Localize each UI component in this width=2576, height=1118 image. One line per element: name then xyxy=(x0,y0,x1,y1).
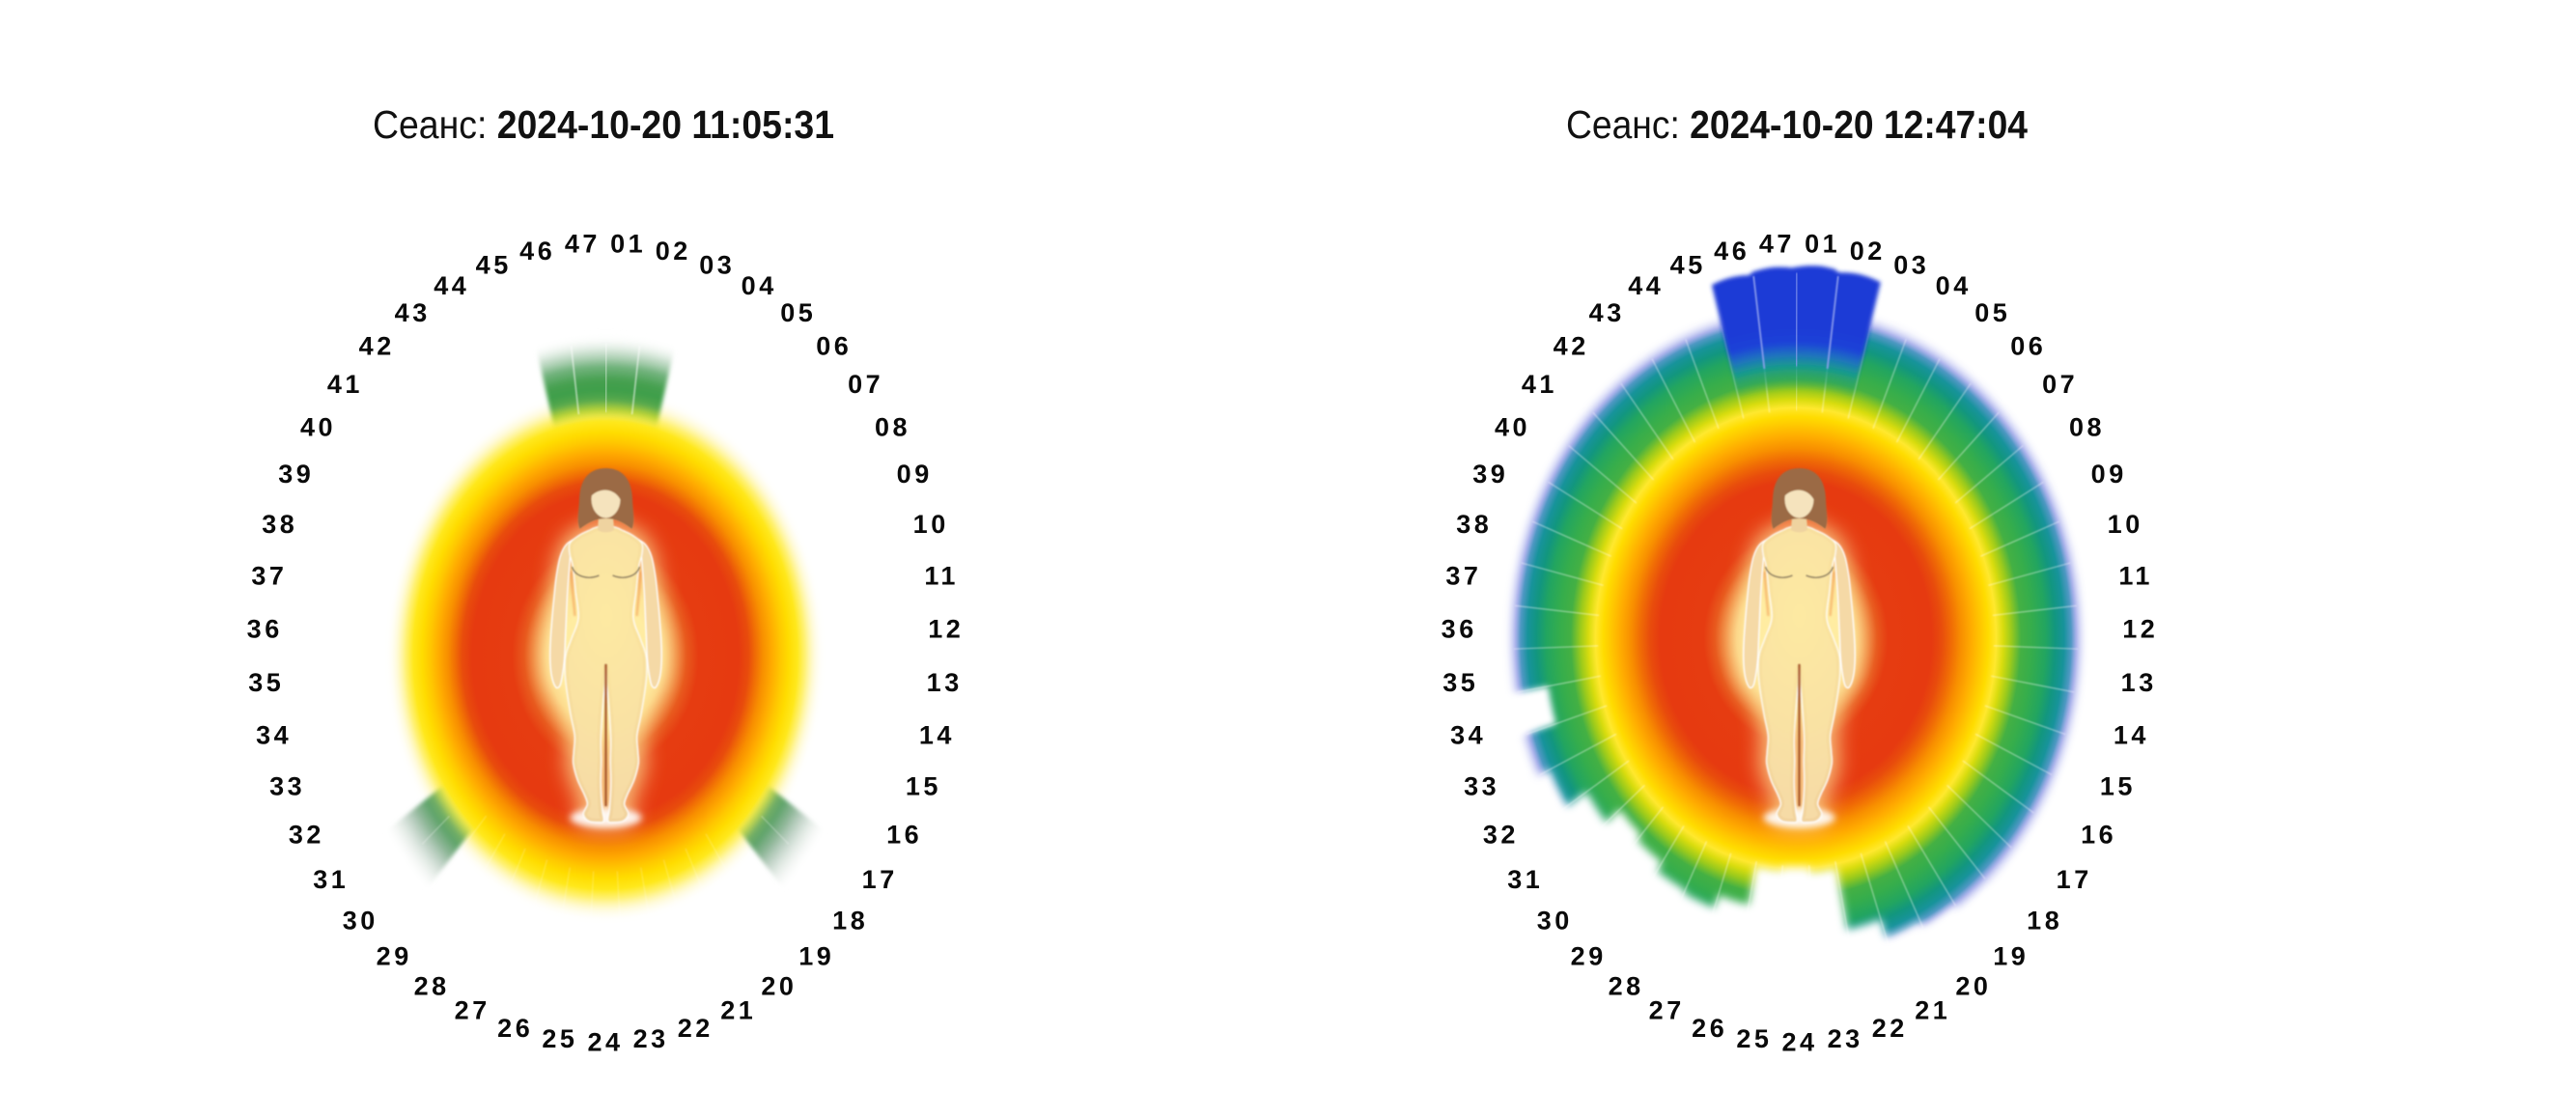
svg-text:Сеанс: 2024-10-20 11:05:31: Сеанс: 2024-10-20 11:05:31 xyxy=(373,102,834,147)
svg-text:05: 05 xyxy=(780,298,816,327)
svg-text:28: 28 xyxy=(1609,972,1644,1001)
svg-text:20: 20 xyxy=(1955,972,1991,1001)
svg-text:46: 46 xyxy=(519,237,555,266)
svg-text:41: 41 xyxy=(1522,370,1557,399)
svg-text:31: 31 xyxy=(313,865,349,894)
svg-text:37: 37 xyxy=(251,562,287,591)
svg-text:32: 32 xyxy=(289,821,324,850)
svg-text:12: 12 xyxy=(2122,615,2158,644)
svg-text:46: 46 xyxy=(1714,237,1750,266)
svg-text:42: 42 xyxy=(1554,332,1589,361)
svg-text:18: 18 xyxy=(832,906,868,935)
svg-text:22: 22 xyxy=(678,1014,714,1043)
svg-text:03: 03 xyxy=(1893,250,1929,279)
svg-text:04: 04 xyxy=(742,271,777,300)
svg-text:21: 21 xyxy=(1915,996,1950,1025)
svg-text:39: 39 xyxy=(1472,460,1508,489)
svg-text:05: 05 xyxy=(1974,298,2010,327)
svg-text:03: 03 xyxy=(699,250,735,279)
svg-text:14: 14 xyxy=(2114,721,2149,750)
svg-text:01: 01 xyxy=(610,229,646,258)
svg-text:27: 27 xyxy=(455,996,490,1025)
svg-text:34: 34 xyxy=(1450,721,1486,750)
svg-text:09: 09 xyxy=(2091,460,2127,489)
svg-text:15: 15 xyxy=(2100,771,2136,800)
svg-text:22: 22 xyxy=(1872,1014,1908,1043)
svg-text:34: 34 xyxy=(256,721,292,750)
svg-text:28: 28 xyxy=(414,972,450,1001)
svg-text:38: 38 xyxy=(1456,510,1492,539)
svg-text:08: 08 xyxy=(875,413,910,442)
svg-text:16: 16 xyxy=(2081,821,2116,850)
svg-text:25: 25 xyxy=(1736,1024,1772,1053)
svg-text:24: 24 xyxy=(1781,1028,1817,1057)
svg-text:44: 44 xyxy=(434,271,469,300)
svg-text:18: 18 xyxy=(2027,906,2062,935)
svg-text:45: 45 xyxy=(1670,250,1706,279)
svg-text:37: 37 xyxy=(1445,562,1481,591)
svg-text:04: 04 xyxy=(1936,271,1972,300)
svg-text:24: 24 xyxy=(587,1028,623,1057)
svg-text:Сеанс: 2024-10-20 12:47:04: Сеанс: 2024-10-20 12:47:04 xyxy=(1566,102,2028,147)
svg-text:06: 06 xyxy=(2010,332,2046,361)
svg-text:10: 10 xyxy=(2108,510,2143,539)
svg-text:06: 06 xyxy=(816,332,852,361)
svg-text:47: 47 xyxy=(1759,229,1795,258)
svg-text:40: 40 xyxy=(1495,413,1530,442)
svg-text:30: 30 xyxy=(343,906,378,935)
svg-text:29: 29 xyxy=(1571,941,1607,970)
svg-text:21: 21 xyxy=(720,996,756,1025)
svg-text:01: 01 xyxy=(1805,229,1840,258)
svg-text:36: 36 xyxy=(247,615,283,644)
svg-text:33: 33 xyxy=(1464,771,1499,800)
svg-text:33: 33 xyxy=(269,771,305,800)
svg-text:14: 14 xyxy=(919,721,955,750)
svg-text:19: 19 xyxy=(1993,941,2029,970)
svg-text:07: 07 xyxy=(2042,370,2078,399)
svg-text:30: 30 xyxy=(1537,906,1573,935)
svg-text:43: 43 xyxy=(1589,298,1625,327)
svg-text:31: 31 xyxy=(1507,865,1543,894)
svg-text:42: 42 xyxy=(359,332,395,361)
svg-text:02: 02 xyxy=(1850,237,1886,266)
svg-text:09: 09 xyxy=(897,460,933,489)
svg-text:29: 29 xyxy=(377,941,412,970)
svg-text:40: 40 xyxy=(300,413,336,442)
svg-text:32: 32 xyxy=(1483,821,1519,850)
svg-text:19: 19 xyxy=(798,941,834,970)
svg-text:11: 11 xyxy=(924,562,959,591)
svg-text:13: 13 xyxy=(2121,668,2157,697)
svg-text:27: 27 xyxy=(1649,996,1685,1025)
svg-text:26: 26 xyxy=(1692,1014,1727,1043)
svg-text:45: 45 xyxy=(476,250,512,279)
svg-text:36: 36 xyxy=(1442,615,1477,644)
svg-text:07: 07 xyxy=(848,370,883,399)
svg-text:10: 10 xyxy=(913,510,949,539)
svg-text:25: 25 xyxy=(542,1024,577,1053)
svg-text:13: 13 xyxy=(927,668,963,697)
svg-text:44: 44 xyxy=(1628,271,1664,300)
svg-text:47: 47 xyxy=(565,229,601,258)
svg-text:26: 26 xyxy=(497,1014,533,1043)
svg-text:11: 11 xyxy=(2118,562,2153,591)
svg-text:43: 43 xyxy=(395,298,431,327)
svg-text:41: 41 xyxy=(327,370,363,399)
svg-text:23: 23 xyxy=(633,1024,669,1053)
svg-text:17: 17 xyxy=(2057,865,2092,894)
svg-text:39: 39 xyxy=(278,460,314,489)
svg-text:20: 20 xyxy=(761,972,797,1001)
svg-text:15: 15 xyxy=(906,771,941,800)
svg-text:17: 17 xyxy=(862,865,898,894)
svg-text:16: 16 xyxy=(886,821,922,850)
svg-text:35: 35 xyxy=(1442,668,1478,697)
svg-text:35: 35 xyxy=(248,668,284,697)
svg-text:23: 23 xyxy=(1828,1024,1863,1053)
svg-text:02: 02 xyxy=(656,237,691,266)
svg-text:12: 12 xyxy=(928,615,964,644)
svg-text:38: 38 xyxy=(262,510,297,539)
svg-text:08: 08 xyxy=(2069,413,2105,442)
